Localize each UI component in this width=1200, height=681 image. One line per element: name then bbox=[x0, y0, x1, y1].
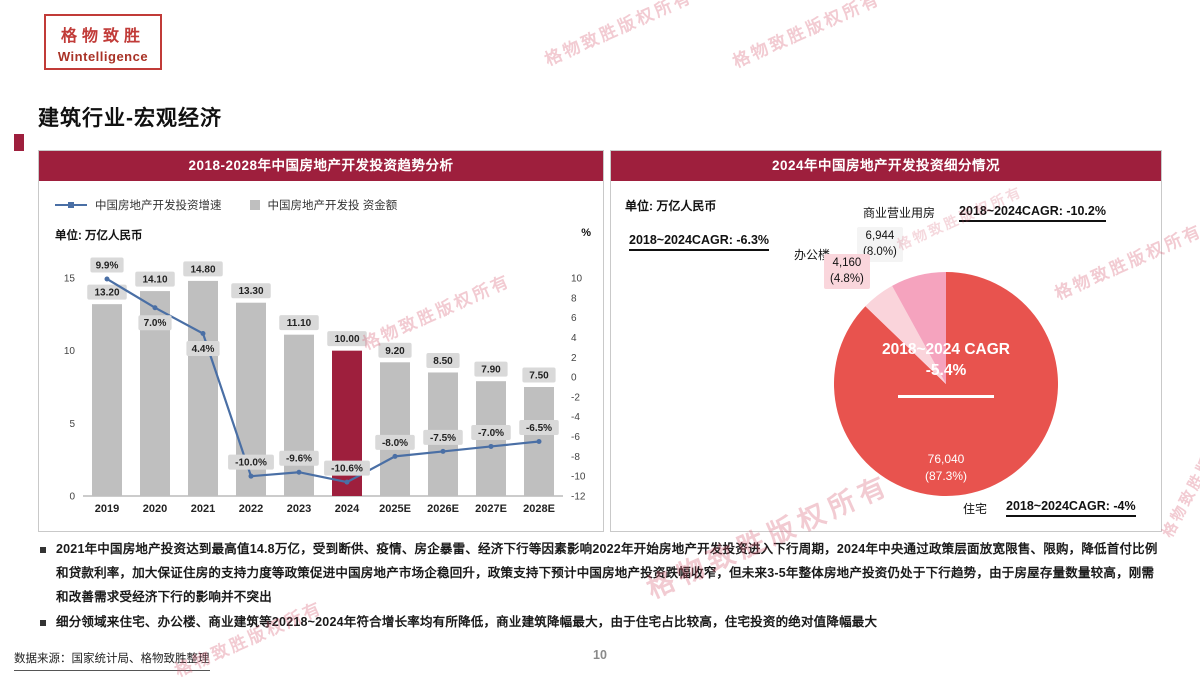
office-value: 4,160 bbox=[832, 257, 862, 269]
office-value-label: 4,160 (4.8%) bbox=[824, 254, 870, 290]
svg-text:13.20: 13.20 bbox=[94, 288, 119, 299]
svg-text:-6: -6 bbox=[571, 432, 580, 443]
svg-text:7.0%: 7.0% bbox=[144, 318, 167, 329]
bullet-icon bbox=[40, 547, 46, 553]
svg-text:0: 0 bbox=[69, 492, 75, 503]
svg-text:2: 2 bbox=[571, 353, 577, 364]
trend-panel: 2018-2028年中国房地产开发投资趋势分析 中国房地产开发投资增速 中国房地… bbox=[38, 150, 604, 532]
residential-slice-label: 住宅 bbox=[963, 502, 988, 516]
svg-text:-6.5%: -6.5% bbox=[526, 423, 552, 434]
office-slice-label: 办公楼 bbox=[794, 248, 831, 262]
trend-chart-svg: 15 10 5 0 10 8 6 4 2 0 -2 -4 -6 -8 -10 -12 2019 2020 2021 2… bbox=[64, 257, 586, 515]
trend-legend: 中国房地产开发投资增速 中国房地产开发投 资金额 bbox=[55, 197, 397, 213]
svg-text:9.20: 9.20 bbox=[385, 346, 405, 357]
donut-center-underline bbox=[898, 395, 994, 398]
svg-text:2027E: 2027E bbox=[475, 503, 507, 515]
svg-text:-10: -10 bbox=[571, 472, 586, 483]
svg-text:-8.0%: -8.0% bbox=[382, 438, 408, 449]
bullet-item: 细分领域来住宅、办公楼、商业建筑等20218~2024年符合增长率均有所降低，商… bbox=[38, 611, 1164, 635]
svg-text:8: 8 bbox=[571, 293, 577, 304]
bullet-icon bbox=[40, 620, 46, 627]
svg-text:4.4%: 4.4% bbox=[192, 344, 215, 355]
residential-value-label: 76,040 (87.3%) bbox=[881, 451, 1011, 486]
legend-item-amount-bar: 中国房地产开发投 资金额 bbox=[249, 197, 398, 213]
svg-text:2024: 2024 bbox=[335, 503, 360, 515]
watermark: 格物致胜版权所有 bbox=[729, 0, 884, 72]
svg-text:6: 6 bbox=[571, 313, 577, 324]
svg-text:-7.0%: -7.0% bbox=[478, 428, 504, 439]
svg-text:9.9%: 9.9% bbox=[96, 260, 119, 271]
svg-text:14.80: 14.80 bbox=[190, 264, 215, 275]
page-title: 建筑行业-宏观经济 bbox=[38, 107, 222, 130]
svg-text:-2: -2 bbox=[571, 392, 580, 403]
svg-text:2020: 2020 bbox=[143, 503, 167, 515]
svg-text:-4: -4 bbox=[571, 412, 580, 423]
svg-text:2022: 2022 bbox=[239, 503, 263, 515]
logo-english-text: Wintelligence bbox=[57, 49, 149, 64]
bullet-item: 2021年中国房地产投资达到最高值14.8万亿，受到断供、疫情、房企暴雷、经济下… bbox=[38, 538, 1164, 609]
line-legend-icon bbox=[55, 200, 87, 210]
commercial-value: 6,944 bbox=[865, 230, 895, 242]
office-pct: (4.8%) bbox=[830, 272, 864, 285]
svg-text:-10.6%: -10.6% bbox=[331, 464, 363, 475]
page-number: 10 bbox=[593, 648, 607, 662]
bar-legend-icon bbox=[249, 200, 260, 210]
residential-value: 76,040 bbox=[927, 452, 965, 466]
svg-text:7.50: 7.50 bbox=[529, 371, 549, 382]
right-axis-unit-label: % bbox=[581, 227, 591, 239]
commercial-cagr-label: 2018~2024CAGR: -10.2% bbox=[959, 204, 1106, 222]
commentary-bullets: 2021年中国房地产投资达到最高值14.8万亿，受到断供、疫情、房企暴雷、经济下… bbox=[38, 538, 1164, 635]
svg-text:-9.6%: -9.6% bbox=[286, 454, 312, 465]
trend-panel-header: 2018-2028年中国房地产开发投资趋势分析 bbox=[39, 151, 603, 181]
svg-text:-10.0%: -10.0% bbox=[235, 458, 267, 469]
svg-text:10: 10 bbox=[64, 346, 76, 357]
office-cagr-label: 2018~2024CAGR: -6.3% bbox=[629, 233, 770, 251]
svg-text:2019: 2019 bbox=[95, 503, 119, 515]
svg-text:7.90: 7.90 bbox=[481, 365, 501, 376]
svg-text:-7.5%: -7.5% bbox=[430, 433, 456, 444]
svg-text:2026E: 2026E bbox=[427, 503, 459, 515]
svg-text:8.50: 8.50 bbox=[433, 356, 453, 367]
donut-center-line1: 2018~2024 CAGR bbox=[882, 341, 1010, 358]
watermark: 格物致胜版权所有 bbox=[541, 0, 696, 70]
svg-text:14.10: 14.10 bbox=[142, 275, 167, 286]
svg-text:-8: -8 bbox=[571, 452, 580, 463]
svg-text:10.00: 10.00 bbox=[334, 334, 359, 345]
breakdown-panel: 2024年中国房地产开发投资细分情况 单位: 万亿人民币 2018~2024CA… bbox=[610, 150, 1162, 532]
legend-bar-label: 中国房地产开发投 资金额 bbox=[267, 200, 398, 212]
svg-text:10: 10 bbox=[571, 274, 583, 285]
legend-item-growth-line: 中国房地产开发投资增速 bbox=[55, 197, 222, 213]
logo-chinese-text: 格物致胜 bbox=[60, 28, 145, 45]
bullet-text: 2021年中国房地产投资达到最高值14.8万亿，受到断供、疫情、房企暴雷、经济下… bbox=[56, 542, 1158, 604]
title-accent-square bbox=[14, 134, 24, 151]
svg-text:2023: 2023 bbox=[287, 503, 311, 515]
data-source-note: 数据来源：国家统计局、格物致胜整理 bbox=[14, 650, 210, 671]
breakdown-unit-label: 单位: 万亿人民币 bbox=[625, 199, 717, 213]
bullet-text: 细分领域来住宅、办公楼、商业建筑等20218~2024年符合增长率均有所降低，商… bbox=[56, 615, 878, 630]
residential-pct: (87.3%) bbox=[924, 469, 968, 484]
donut-center-line2: -5.4% bbox=[925, 362, 967, 379]
residential-cagr-label: 2018~2024CAGR: -4% bbox=[1006, 499, 1136, 517]
svg-text:2021: 2021 bbox=[191, 503, 215, 515]
donut-center-label: 2018~2024 CAGR -5.4% bbox=[856, 341, 1036, 398]
svg-text:-12: -12 bbox=[571, 492, 586, 503]
svg-text:4: 4 bbox=[571, 333, 577, 344]
company-logo: 格物致胜 Wintelligence bbox=[44, 14, 162, 70]
commercial-slice-label: 商业营业用房 bbox=[863, 206, 936, 220]
svg-text:2028E: 2028E bbox=[523, 503, 555, 515]
svg-text:2025E: 2025E bbox=[379, 503, 411, 515]
svg-text:15: 15 bbox=[64, 274, 76, 285]
breakdown-donut-chart bbox=[834, 272, 1058, 496]
legend-line-label: 中国房地产开发投资增速 bbox=[95, 200, 222, 212]
breakdown-panel-header: 2024年中国房地产开发投资细分情况 bbox=[611, 151, 1161, 181]
svg-text:5: 5 bbox=[69, 419, 75, 430]
svg-text:0: 0 bbox=[571, 373, 577, 384]
svg-text:13.30: 13.30 bbox=[238, 286, 263, 297]
trend-unit-label: 单位: 万亿人民币 bbox=[55, 230, 143, 242]
watermark: 格物致胜版权所有 bbox=[1159, 405, 1200, 541]
svg-text:11.10: 11.10 bbox=[287, 318, 312, 329]
commercial-pct: (8.0%) bbox=[863, 245, 897, 258]
